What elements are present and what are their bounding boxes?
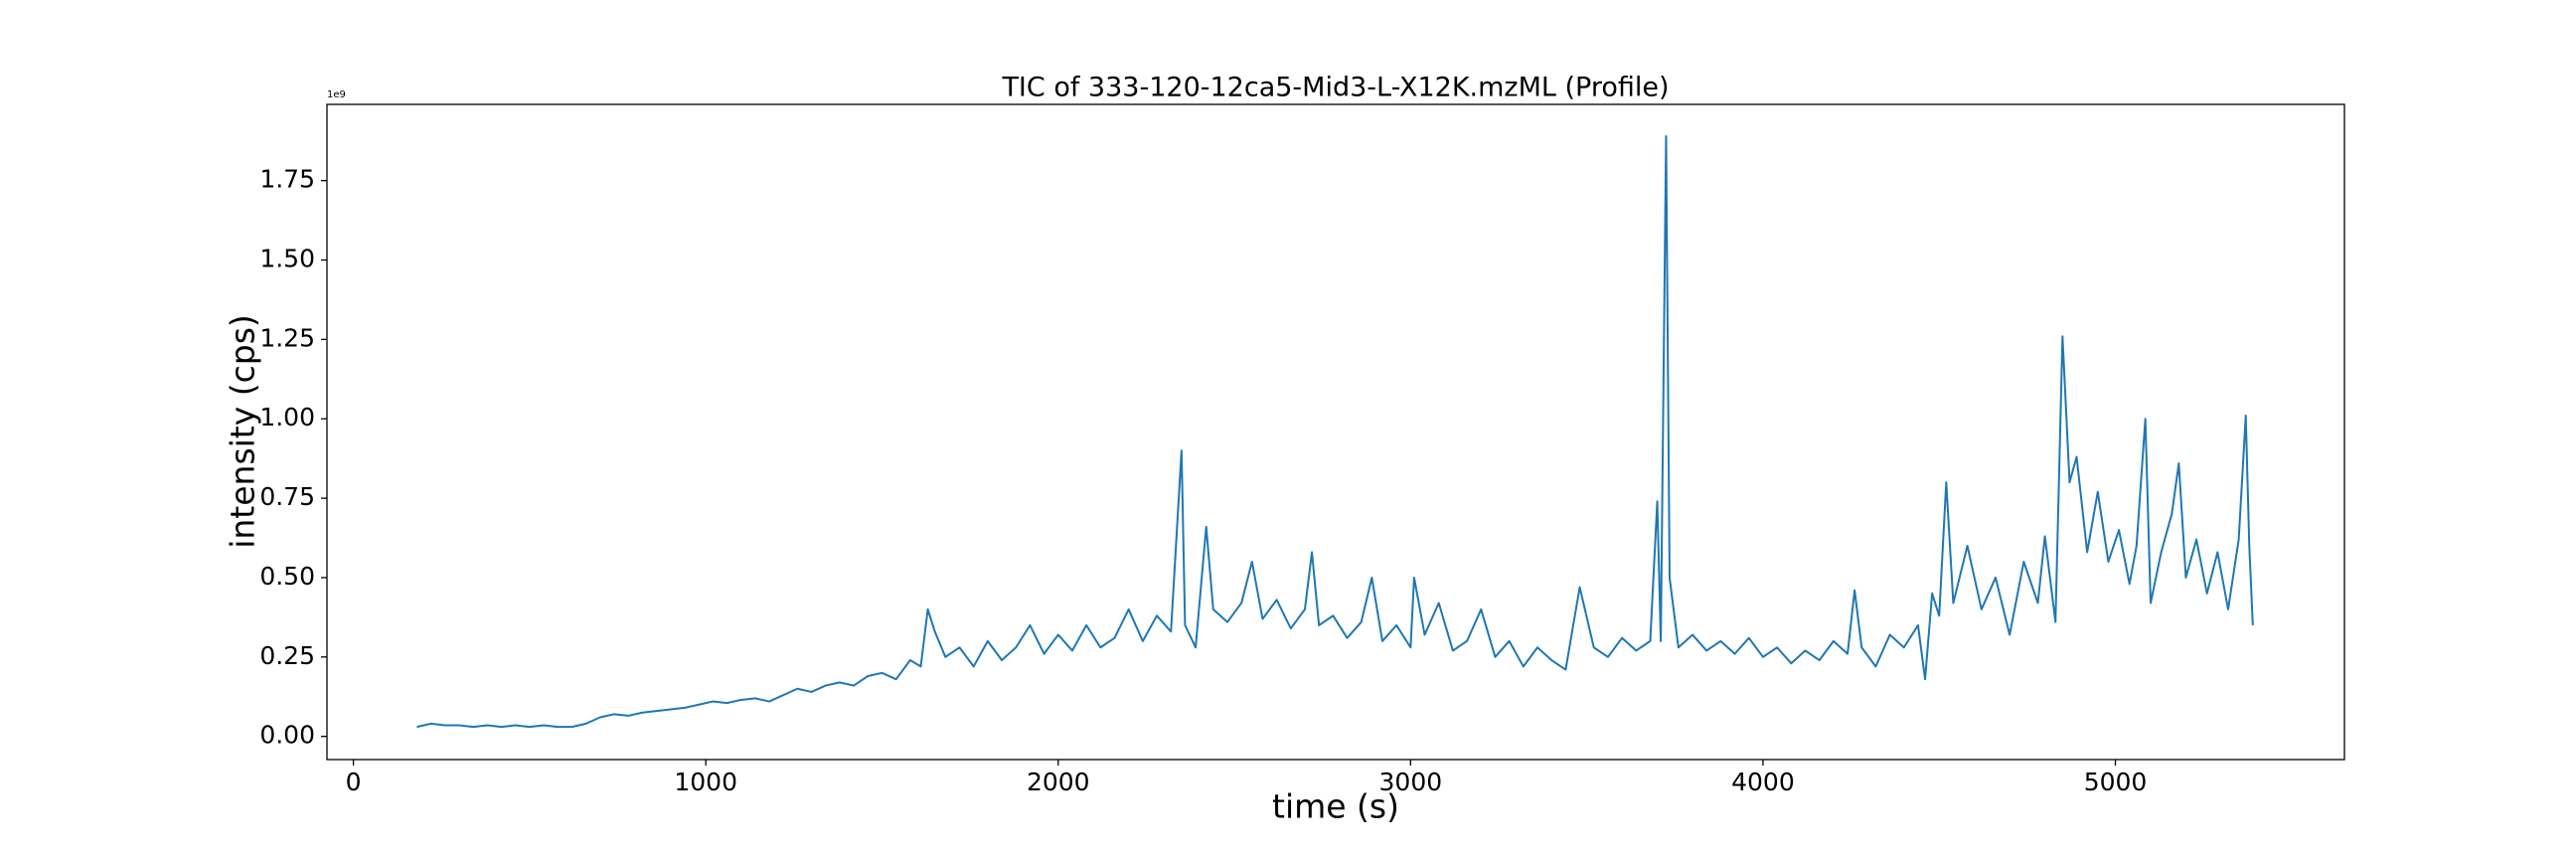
plot-frame — [326, 103, 2345, 761]
y-tick-label: 0.75 — [259, 482, 315, 511]
y-tick-label: 0.00 — [259, 721, 315, 750]
y-offset-label: 1e9 — [327, 89, 346, 100]
x-tick-label: 3000 — [1379, 768, 1443, 796]
data-line — [416, 134, 2254, 729]
x-tick-label: 2000 — [1027, 768, 1090, 796]
y-tick-label: 1.50 — [259, 245, 315, 273]
y-tick-label: 1.25 — [259, 323, 315, 352]
x-tick-label: 1000 — [674, 768, 737, 796]
y-tick-label: 0.50 — [259, 562, 315, 591]
chart-title: TIC of 333-120-12ca5-Mid3-L-X12K.mzML (P… — [1001, 73, 1669, 103]
x-axis-label: time (s) — [1272, 787, 1399, 826]
x-tick-label: 4000 — [1731, 768, 1795, 796]
x-tick-label: 0 — [346, 768, 362, 796]
y-tick-label: 1.75 — [259, 165, 315, 194]
y-axis-label: intensity (cps) — [224, 314, 262, 549]
y-tick-label: 1.00 — [259, 403, 315, 431]
y-tick-label: 0.25 — [259, 641, 315, 670]
x-tick-label: 5000 — [2084, 768, 2148, 796]
